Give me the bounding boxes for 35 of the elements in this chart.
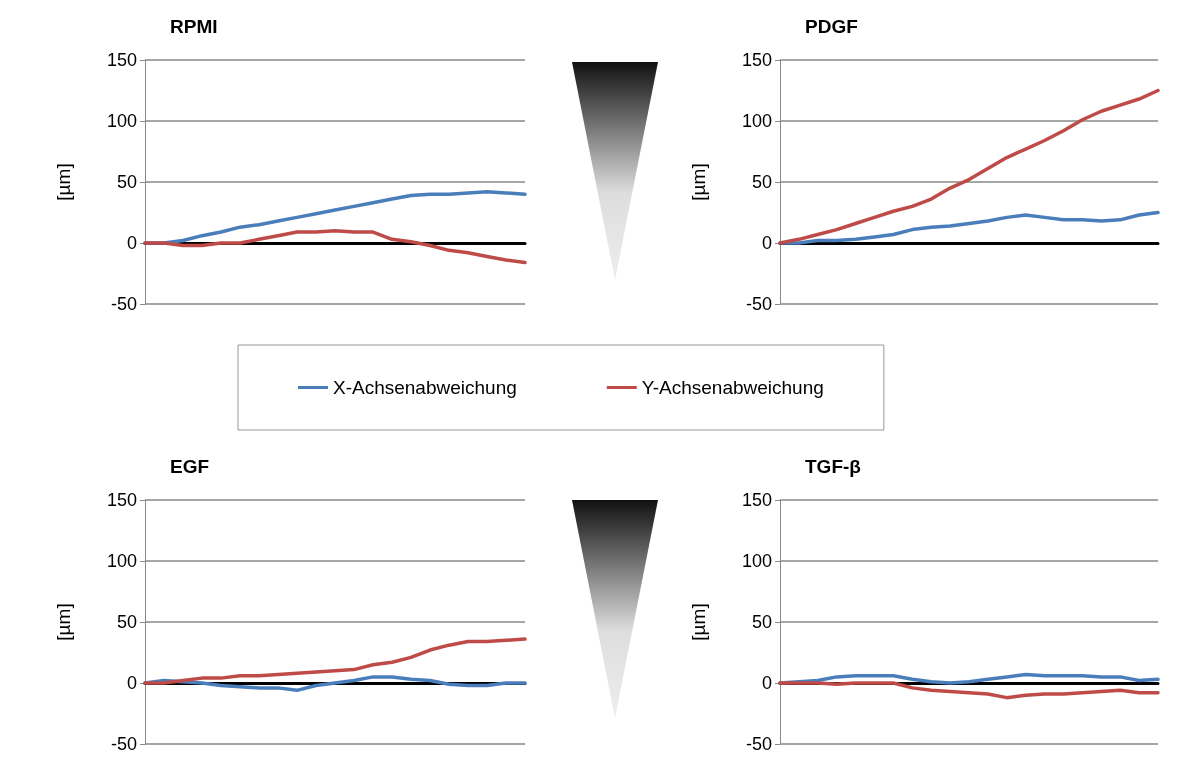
y-tick-label: 0 xyxy=(761,233,772,253)
y-tick-label: 50 xyxy=(751,612,772,632)
y-axis-title: [µm] xyxy=(688,603,709,641)
y-tick-label: 150 xyxy=(106,50,137,70)
y-tick-label: 150 xyxy=(741,490,772,510)
y-tick-label: 0 xyxy=(126,233,137,253)
y-tick-label: -50 xyxy=(110,734,137,754)
y-tick-label: 150 xyxy=(741,50,772,70)
y-tick-label: 100 xyxy=(106,551,137,571)
y-tick-label: 100 xyxy=(741,111,772,131)
chart-title: RPMI xyxy=(170,16,218,37)
line-series xyxy=(778,681,1160,700)
y-tick-label: -50 xyxy=(110,294,137,314)
y-tick-label: 50 xyxy=(116,172,137,192)
chart-title: EGF xyxy=(170,456,210,477)
y-tick-label: -50 xyxy=(745,294,772,314)
line-series xyxy=(778,210,1160,245)
y-tick-label: 100 xyxy=(106,111,137,131)
y-axis-title: [µm] xyxy=(53,163,74,201)
y-tick-label: 50 xyxy=(751,172,772,192)
line-series xyxy=(143,229,527,265)
chart-title: TGF-β xyxy=(805,456,861,477)
y-tick-label: -50 xyxy=(745,734,772,754)
line-series xyxy=(778,88,1160,245)
y-tick-label: 0 xyxy=(126,673,137,693)
y-tick-label: 150 xyxy=(106,490,137,510)
line-series xyxy=(143,637,527,685)
chart-title: PDGF xyxy=(805,16,858,37)
y-tick-label: 50 xyxy=(116,612,137,632)
y-tick-label: 0 xyxy=(761,673,772,693)
y-axis-title: [µm] xyxy=(53,603,74,641)
y-axis-title: [µm] xyxy=(688,163,709,201)
y-tick-label: 100 xyxy=(741,551,772,571)
legend-label: X-Achsenabweichung xyxy=(333,377,517,398)
legend-label: Y-Achsenabweichung xyxy=(641,377,824,398)
